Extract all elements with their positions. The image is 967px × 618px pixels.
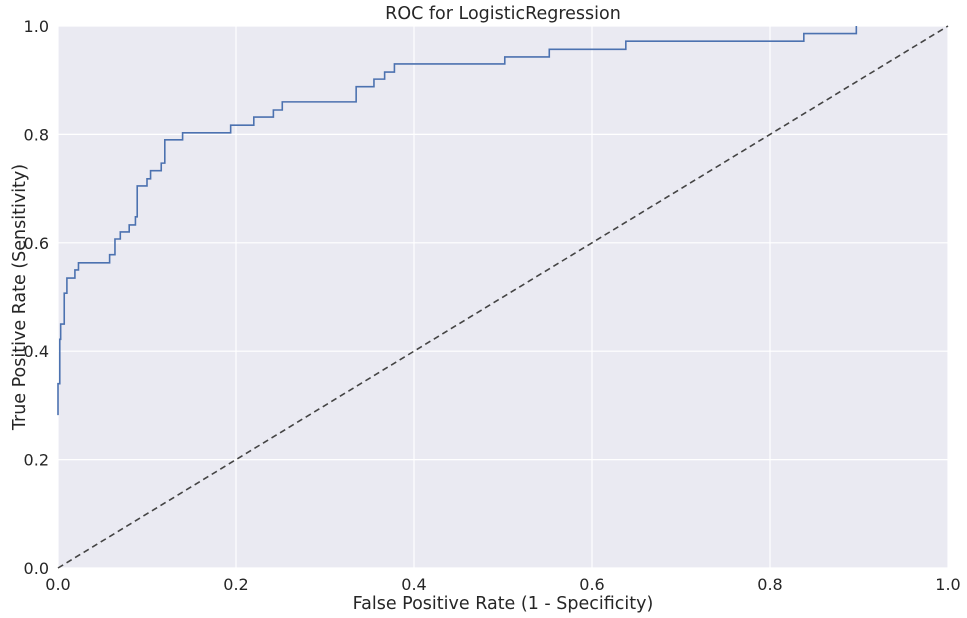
y-tick-label: 0.2: [24, 451, 49, 470]
x-tick-label: 1.0: [935, 575, 960, 594]
y-tick-label: 0.8: [24, 125, 49, 144]
y-axis-label: True Positive Rate (Sensitivity): [10, 164, 30, 431]
tick-labels: 0.0 0.2 0.4 0.6 0.8 1.0 0.0 0.2 0.4 0.6 0.8 1.0: [24, 17, 961, 594]
x-tick-label: 0.0: [45, 575, 70, 594]
x-tick-label: 0.4: [401, 575, 426, 594]
chance-diagonal-line: [57, 25, 949, 569]
x-tick-label: 0.8: [757, 575, 782, 594]
series-layer: [57, 25, 949, 569]
chart-title: ROC for LogisticRegression: [385, 4, 621, 24]
grid-lines: [57, 25, 949, 569]
roc-curve-line: [57, 26, 858, 416]
y-tick-label: 0.0: [24, 559, 49, 578]
y-tick-label: 0.4: [24, 342, 49, 361]
y-tick-label: 0.6: [24, 234, 49, 253]
x-tick-label: 0.2: [223, 575, 248, 594]
x-tick-label: 0.6: [579, 575, 604, 594]
x-axis-label: False Positive Rate (1 - Specificity): [353, 594, 654, 614]
y-tick-label: 1.0: [24, 17, 49, 36]
